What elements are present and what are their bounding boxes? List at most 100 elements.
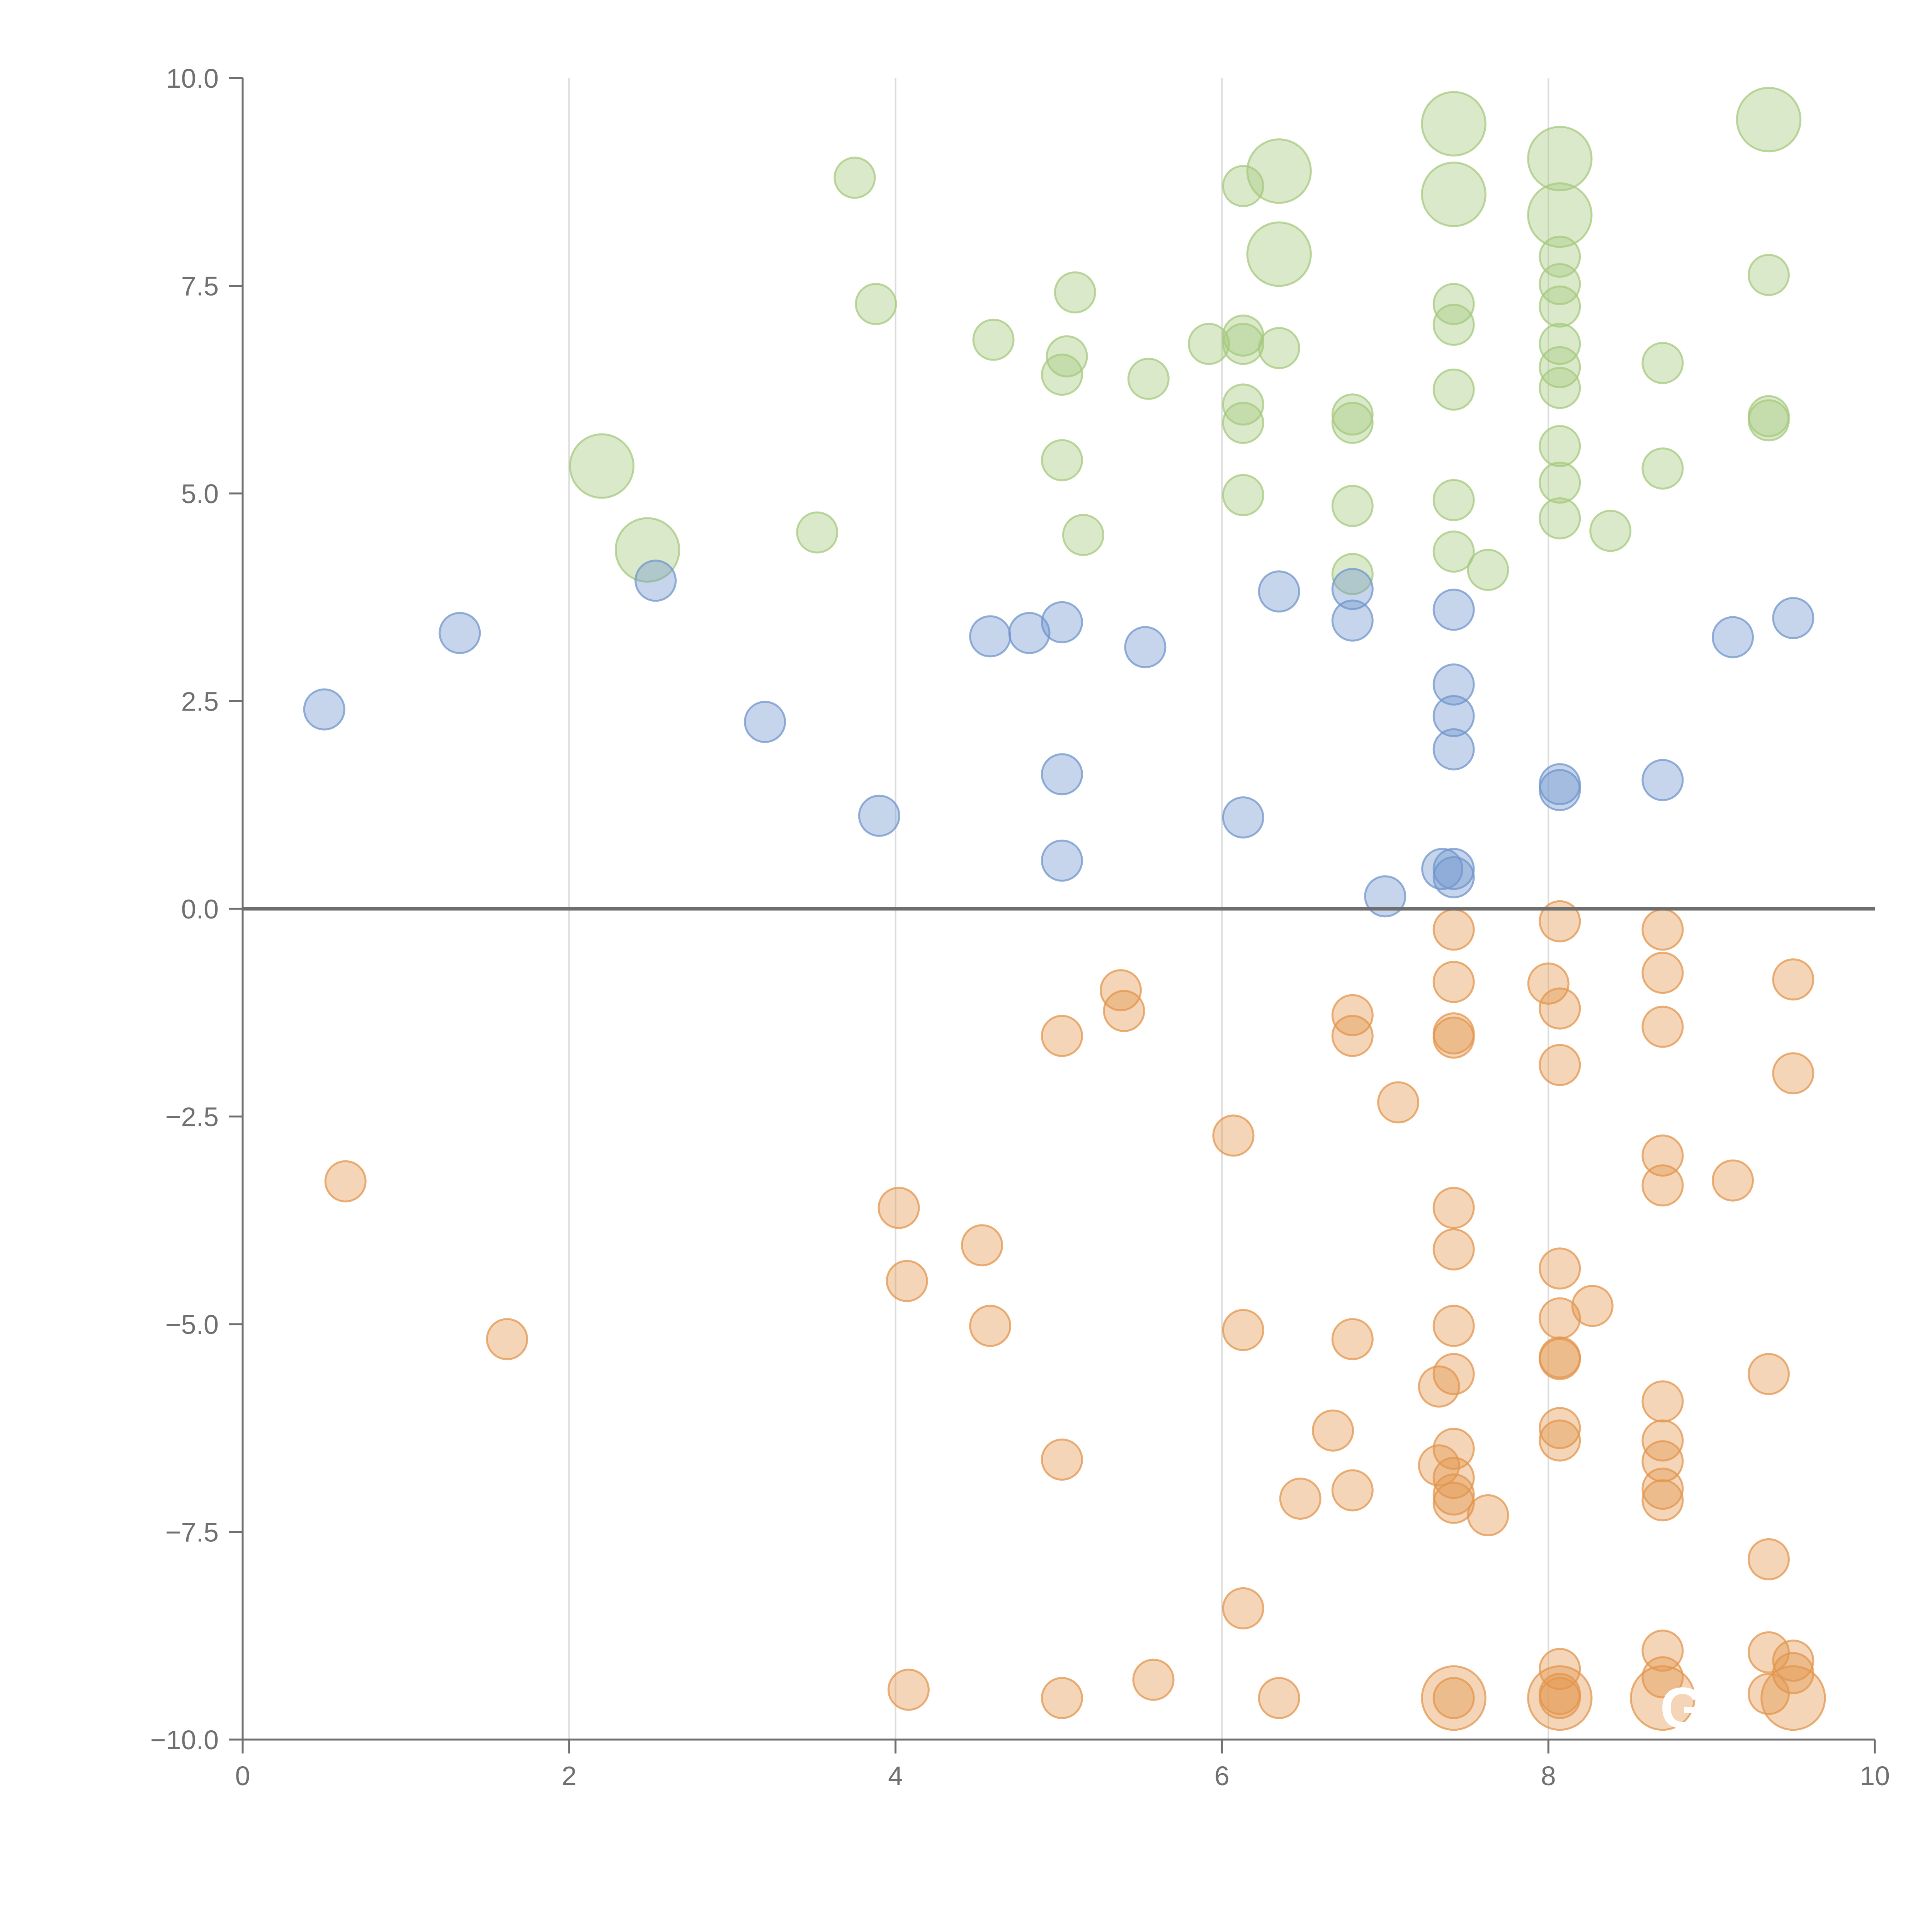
data-point (1712, 1159, 1754, 1202)
data-point (1331, 401, 1374, 444)
x-tick-label: 6 (1214, 1761, 1230, 1791)
data-point (1539, 1044, 1581, 1086)
data-point (1364, 875, 1406, 918)
data-point (1539, 323, 1581, 365)
data-point (1222, 323, 1264, 365)
data-point (1054, 271, 1096, 314)
data-point (1747, 1673, 1790, 1715)
data-point (887, 1668, 930, 1711)
data-point (1571, 1285, 1614, 1327)
data-point (1539, 497, 1581, 539)
data-point (1432, 1228, 1475, 1270)
data-point (1539, 1648, 1581, 1690)
data-point (858, 794, 900, 837)
data-point (1772, 597, 1815, 639)
data-point (303, 688, 345, 731)
data-point (1747, 254, 1790, 296)
x-tick-label: 4 (888, 1761, 903, 1791)
data-point (1222, 401, 1264, 444)
data-point (961, 1224, 1003, 1267)
data-point (1760, 1665, 1826, 1731)
data-point (1539, 285, 1581, 328)
data-point (1747, 1538, 1790, 1580)
data-point (1772, 1052, 1815, 1095)
data-point (1539, 461, 1581, 504)
y-tick-label: 0.0 (181, 894, 219, 924)
data-point (1539, 367, 1581, 409)
data-point (634, 560, 677, 602)
data-point (1421, 162, 1486, 227)
data-point (1432, 1677, 1475, 1719)
data-point (1772, 1639, 1815, 1682)
data-point (1432, 1304, 1475, 1347)
y-tick-label: 5.0 (181, 479, 219, 509)
data-point (1641, 759, 1684, 801)
x-tick-label: 0 (235, 1761, 250, 1791)
data-point (1527, 963, 1570, 1005)
data-point (1008, 612, 1051, 654)
data-point (1539, 1247, 1581, 1290)
data-point (1103, 990, 1145, 1032)
data-point (1127, 357, 1170, 400)
data-point (1467, 549, 1509, 591)
data-point (1041, 601, 1083, 643)
data-point (1331, 1318, 1374, 1361)
data-point (878, 1187, 920, 1229)
data-point (1432, 1016, 1475, 1059)
y-tick-label: −2.5 (165, 1102, 219, 1132)
data-point (1539, 987, 1581, 1030)
data-point (1641, 1005, 1684, 1048)
data-point (1432, 1428, 1475, 1470)
data-point (1747, 1631, 1790, 1673)
data-point (1132, 1658, 1175, 1701)
data-point (486, 1318, 528, 1361)
data-point (1432, 728, 1475, 770)
data-point (1432, 479, 1475, 521)
data-point (1641, 1380, 1684, 1423)
data-point (1527, 182, 1593, 248)
y-tick-label: −10.0 (150, 1725, 219, 1755)
data-point (855, 283, 897, 325)
data-point (1312, 1409, 1354, 1452)
data-point (969, 1304, 1012, 1347)
data-point (1539, 425, 1581, 467)
y-tick-label: −7.5 (165, 1517, 219, 1548)
data-point (1041, 439, 1083, 481)
data-point (1641, 952, 1684, 994)
x-tick-label: 2 (561, 1761, 577, 1791)
data-point (1432, 588, 1475, 631)
data-point (1630, 1665, 1696, 1731)
data-point (1041, 1015, 1083, 1057)
data-point (1041, 839, 1083, 882)
y-tick-label: 10.0 (166, 63, 219, 94)
data-point (1736, 87, 1802, 153)
data-point (1432, 368, 1475, 411)
data-point (1432, 856, 1475, 898)
data-point (1527, 1665, 1593, 1731)
data-point (1331, 1015, 1374, 1057)
data-point (1418, 1365, 1460, 1408)
data-point (1432, 908, 1475, 951)
data-point (1432, 304, 1475, 346)
data-point (1589, 510, 1632, 552)
data-point (1041, 1677, 1083, 1719)
data-point (1041, 354, 1083, 396)
data-point (1258, 327, 1300, 369)
data-point (1641, 342, 1684, 384)
data-point (1062, 514, 1104, 556)
data-point (614, 517, 680, 583)
data-point (1222, 796, 1264, 838)
y-tick-label: −5.0 (165, 1310, 219, 1340)
data-point (1222, 1309, 1264, 1351)
data-point (1222, 165, 1264, 207)
data-point (1539, 1407, 1581, 1449)
data-point (1331, 553, 1374, 595)
data-point (1246, 138, 1312, 204)
data-point (1539, 1338, 1581, 1380)
data-point (1747, 399, 1790, 442)
data-point (1432, 1187, 1475, 1229)
data-point (744, 701, 786, 743)
data-point (1331, 1469, 1374, 1512)
data-point (1331, 485, 1374, 527)
data-point (1246, 221, 1312, 287)
